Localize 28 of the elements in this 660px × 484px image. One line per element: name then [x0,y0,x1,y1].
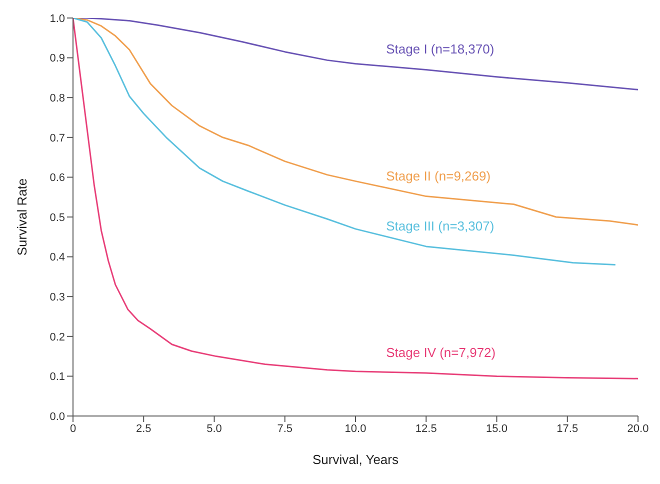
y-tick-label: 0.9 [50,52,65,65]
x-tick-label: 20.0 [627,422,649,435]
x-tick-label: 2.5 [136,422,152,435]
y-tick-label: 0.0 [50,410,65,423]
series-label: Stage IV (n=7,972) [386,345,496,360]
y-tick-label: 0.3 [50,292,65,304]
y-tick-label: 0.2 [50,331,65,344]
line-series [73,18,616,266]
x-tick-label: 15.0 [486,422,508,435]
x-axis-title: Survival, Years [312,452,399,467]
y-tick-label: 0.8 [50,92,65,105]
x-tick-label: 7.5 [277,422,293,435]
y-tick-label: 0.4 [50,252,65,264]
line-series [73,18,638,380]
y-tick-label: 0.5 [50,212,65,224]
x-tick-label: 10.0 [344,422,366,435]
y-tick-label: 0.1 [50,371,65,384]
y-tick-label: 0.7 [50,132,65,144]
x-tick-label: 0 [70,422,76,435]
y-tick-label: 0.6 [50,172,65,184]
x-tick-label: 12.5 [415,422,437,435]
series-label: Stage II (n=9,269) [386,168,491,184]
y-tick-label: 1.0 [50,12,65,25]
series-label: Stage I (n=18,370) [386,42,494,57]
x-tick-label: 17.5 [556,422,578,435]
x-tick-label: 5.0 [206,422,222,435]
series-label: Stage III (n=3,307) [386,218,494,234]
y-axis-title: Survival Rate [14,178,30,256]
